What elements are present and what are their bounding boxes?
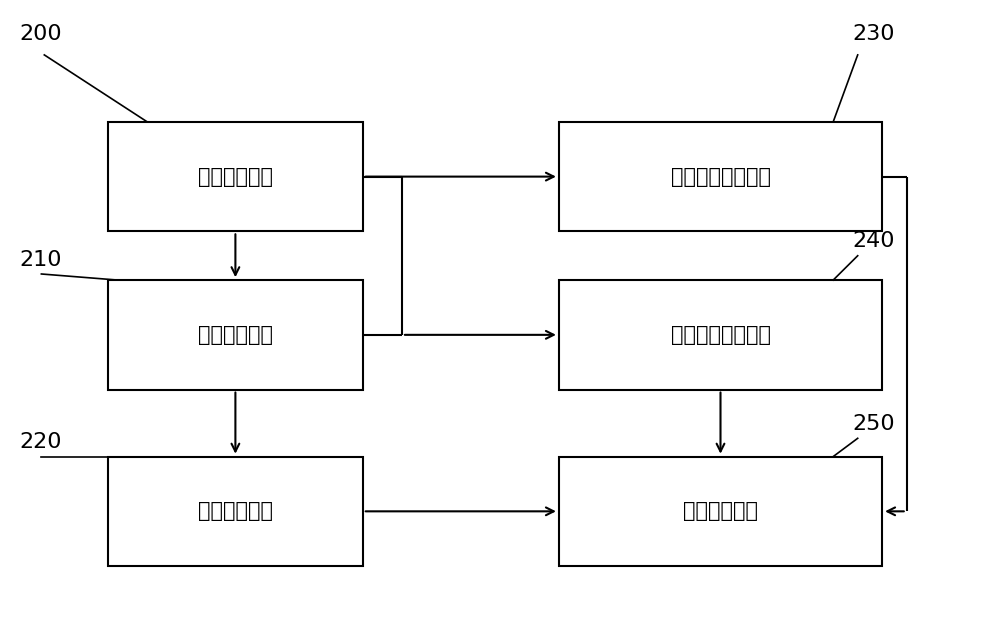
Bar (108, 122, 363, 232)
Text: 200: 200 (20, 24, 62, 45)
Text: 210: 210 (20, 250, 62, 270)
Bar (559, 280, 882, 389)
Text: 240: 240 (853, 232, 895, 252)
Bar (559, 456, 882, 566)
Text: 230: 230 (853, 24, 895, 45)
Bar (559, 122, 882, 232)
Text: 250: 250 (853, 414, 895, 434)
Bar (108, 456, 363, 566)
Text: 区块选取单元: 区块选取单元 (198, 166, 273, 187)
Text: 比较判断单元: 比较判断单元 (683, 501, 758, 522)
Text: 循环测试单元: 循环测试单元 (198, 325, 273, 345)
Text: 220: 220 (20, 432, 62, 452)
Text: 曲线绘制单元: 曲线绘制单元 (198, 501, 273, 522)
Text: 失效数目读取单元: 失效数目读取单元 (671, 325, 771, 345)
Bar (108, 280, 363, 389)
Text: 判断标准计算单元: 判断标准计算单元 (671, 166, 771, 187)
